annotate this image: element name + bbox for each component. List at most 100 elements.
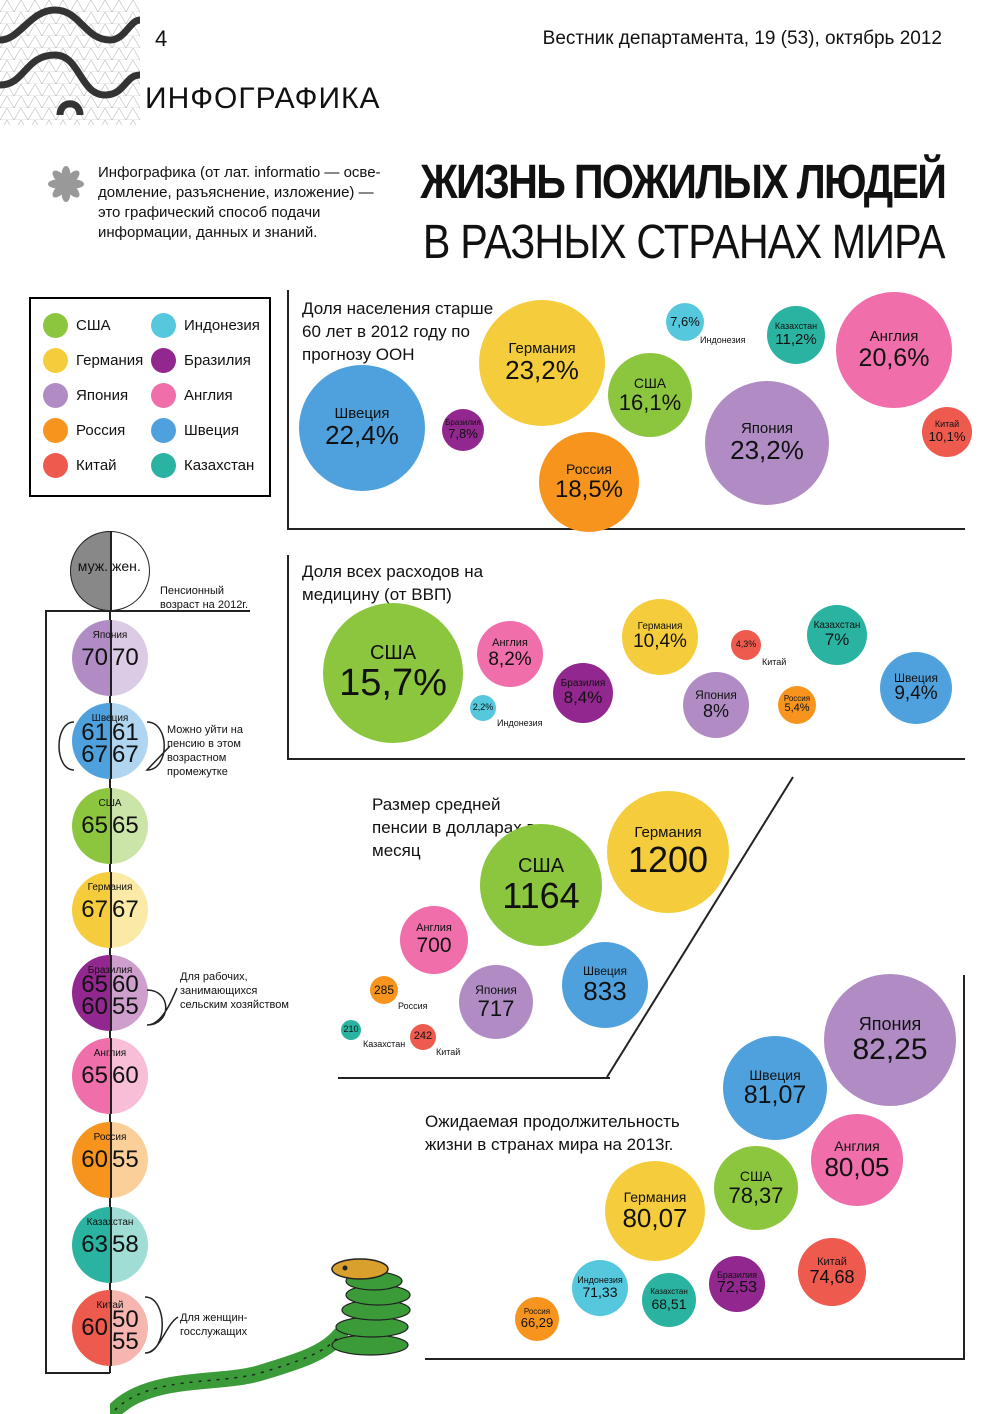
female-age: 55 <box>112 1146 139 1173</box>
bubble-3: Бразилия 72,53 <box>709 1256 765 1312</box>
retirement-values: 60 55 <box>72 1146 148 1174</box>
bubble-0: Россия 18,5% <box>539 432 639 532</box>
flower-icon <box>48 166 84 202</box>
male-age: 60 <box>81 1314 108 1341</box>
legend-swatch <box>151 383 176 408</box>
retirement-circle: Россия 60 55 <box>72 1122 148 1198</box>
bubble-label: Китай <box>817 1255 847 1268</box>
bubble-value: 23,2% <box>730 435 804 466</box>
bubble-value: 8% <box>702 700 729 721</box>
bubble-value: 2,2% <box>472 702 494 713</box>
bubble-value: 9,4% <box>894 683 938 705</box>
bubble-2: 242 <box>410 1024 436 1050</box>
retirement-country: Россия <box>93 1131 127 1143</box>
bubble-0: 7,6% <box>666 303 704 341</box>
male-age: 60 <box>81 1146 108 1173</box>
frame-line <box>425 1358 965 1360</box>
china-bracket <box>144 1296 179 1354</box>
bubble-value: 242 <box>413 1030 433 1043</box>
decorative-pattern <box>0 0 140 125</box>
bubble-value: 10,4% <box>633 631 687 653</box>
retirement-country: Япония <box>92 629 128 641</box>
male-age: 63 <box>81 1231 108 1258</box>
bubble-label: Казахстан <box>650 1287 688 1297</box>
male-age: 67 <box>81 741 108 768</box>
bubble-label: Казахстан <box>813 619 861 631</box>
bubble-1: Казахстан 7% <box>807 605 867 665</box>
bubble-1: Япония 8% <box>683 672 749 738</box>
bubble-label: США <box>633 375 667 392</box>
gender-header-outline <box>70 531 150 611</box>
bubble-3: Япония 82,25 <box>824 974 956 1106</box>
bubble-2: Япония 717 <box>459 965 533 1039</box>
frame-line <box>963 975 965 1360</box>
bubble-0: Казахстан 11,2% <box>767 306 825 364</box>
bubble-value: 1164 <box>502 874 580 916</box>
bubble-value: 8,4% <box>563 688 603 708</box>
retirement-values: 67 67 <box>72 741 148 769</box>
frame-line <box>287 555 289 760</box>
bubble-value: 82,25 <box>852 1032 928 1066</box>
bubble-1: Германия 10,4% <box>622 599 698 675</box>
bubble-label: Япония <box>695 688 737 703</box>
china-note: Для женщин-госслужащих <box>180 1312 248 1338</box>
frame-line <box>287 758 965 760</box>
legend-label: Россия <box>76 422 126 439</box>
female-age: 55 <box>112 993 139 1020</box>
legend-swatch <box>151 453 176 478</box>
retirement-country: Китай <box>96 1299 124 1311</box>
bubble-value: 23,2% <box>505 355 579 386</box>
bubble-3: США 78,37 <box>714 1146 798 1230</box>
bubble-0: Англия 20,6% <box>836 292 952 408</box>
male-age: 65 <box>81 1062 108 1089</box>
bubble-0: Швеция 22,4% <box>299 365 425 491</box>
chart1-title: Доля населения старше 60 лет в 2012 году… <box>302 299 494 364</box>
legend-item: Германия <box>43 348 143 373</box>
female-age: 65 <box>112 812 139 839</box>
bubble-external-label: Россия <box>398 1001 428 1011</box>
legend-item: Англия <box>151 383 233 408</box>
bubble-external-label: Индонезия <box>700 335 746 345</box>
bubble-3: Германия 80,07 <box>605 1161 705 1261</box>
bubble-external-label: Индонезия <box>497 718 543 728</box>
bubble-value: 8,2% <box>488 648 532 670</box>
retirement-country: Казахстан <box>86 1216 134 1228</box>
male-age: 65 <box>81 971 108 998</box>
bubble-0: Япония 23,2% <box>705 381 829 505</box>
bubble-1: США 15,7% <box>323 603 463 743</box>
chart4-title: Ожидаемая продолжительность жизни в стра… <box>425 1112 680 1154</box>
bubble-label: Казахстан <box>774 321 818 332</box>
bubble-label: США <box>369 641 417 664</box>
bubble-label: Россия <box>783 694 811 704</box>
bubble-label: Швеция <box>334 405 390 423</box>
bubble-value: 700 <box>416 933 452 957</box>
legend-swatch <box>151 348 176 373</box>
bubble-value: 5,4% <box>784 702 810 715</box>
bubble-value: 66,29 <box>520 1315 554 1331</box>
legend-label: Англия <box>184 387 233 404</box>
bubble-value: 4,3% <box>735 639 757 650</box>
bubble-label: Япония <box>475 983 517 998</box>
bubble-value: 78,37 <box>728 1182 784 1208</box>
bubble-label: Германия <box>623 1189 687 1205</box>
legend-item: Япония <box>43 383 128 408</box>
legend-label: Индонезия <box>184 317 260 334</box>
retirement-circle: Англия 65 60 <box>72 1038 148 1114</box>
bubble-1: 4,3% <box>731 630 761 660</box>
bubble-value: 11,2% <box>775 330 817 348</box>
bubble-label: Швеция <box>749 1066 801 1083</box>
retirement-title: Пенсионный возраст на 2012г. <box>160 585 249 611</box>
bubble-value: 10,1% <box>928 428 966 444</box>
legend-swatch <box>43 313 68 338</box>
bubble-0: США 16,1% <box>608 353 692 437</box>
section-title: ИНФОГРАФИКА <box>145 82 381 115</box>
male-age: 67 <box>81 896 108 923</box>
caterpillar-illustration <box>110 1258 411 1414</box>
bubble-1: Швеция 9,4% <box>880 652 952 724</box>
bubble-label: Германия <box>508 340 576 358</box>
retirement-values: 65 60 <box>72 1062 148 1090</box>
bubble-label: Россия <box>566 461 612 478</box>
female-age: 60 <box>112 971 139 998</box>
bubble-external-label: Казахстан <box>363 1039 406 1049</box>
retirement-values: 60 55 <box>72 993 148 1021</box>
